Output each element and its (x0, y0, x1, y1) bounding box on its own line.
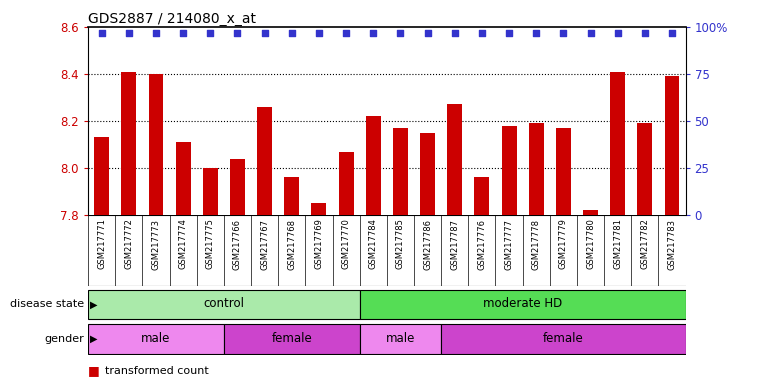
Point (503, 30, 516, 36)
FancyBboxPatch shape (88, 290, 360, 319)
Bar (420, 133, 435, 215)
Point (286, 30, 298, 36)
Point (666, 30, 678, 36)
Text: GSM217778: GSM217778 (532, 218, 541, 270)
Point (421, 30, 434, 36)
Point (123, 30, 135, 36)
Text: GSM217771: GSM217771 (97, 218, 106, 270)
Text: GSM217777: GSM217777 (505, 218, 513, 270)
Text: male: male (141, 332, 171, 345)
Bar (203, 168, 218, 215)
Text: GSM217766: GSM217766 (233, 218, 242, 270)
Text: transformed count: transformed count (105, 366, 208, 376)
Point (639, 30, 651, 36)
Bar (149, 74, 163, 215)
Point (530, 30, 542, 36)
Point (476, 30, 488, 36)
Text: GSM217769: GSM217769 (314, 218, 323, 270)
Text: ▶: ▶ (90, 299, 97, 310)
Point (611, 30, 624, 36)
Bar (366, 116, 381, 215)
Text: GSM217768: GSM217768 (287, 218, 296, 270)
Bar (339, 152, 354, 215)
Text: moderate HD: moderate HD (483, 297, 562, 310)
Text: GSM217784: GSM217784 (368, 218, 378, 270)
Bar (502, 126, 516, 215)
Point (557, 30, 569, 36)
Text: disease state: disease state (10, 299, 84, 310)
Bar (393, 128, 408, 215)
Text: GSM217776: GSM217776 (477, 218, 486, 270)
Text: GSM217772: GSM217772 (124, 218, 133, 270)
Text: GSM217785: GSM217785 (396, 218, 405, 270)
Text: GSM217767: GSM217767 (260, 218, 269, 270)
Bar (312, 203, 326, 215)
Text: GSM217773: GSM217773 (152, 218, 161, 270)
Point (205, 30, 217, 36)
Text: GSM217781: GSM217781 (613, 218, 622, 270)
Text: GDS2887 / 214080_x_at: GDS2887 / 214080_x_at (88, 12, 256, 26)
Point (258, 30, 270, 36)
Bar (257, 107, 272, 215)
Bar (175, 142, 191, 215)
FancyBboxPatch shape (88, 324, 224, 354)
Text: ▶: ▶ (90, 334, 97, 344)
Bar (637, 123, 653, 215)
Bar (529, 123, 544, 215)
Bar (556, 128, 571, 215)
Bar (121, 71, 136, 215)
Text: GSM217783: GSM217783 (667, 218, 676, 270)
Text: GSM217774: GSM217774 (178, 218, 188, 270)
Bar (447, 104, 462, 215)
Point (394, 30, 407, 36)
Point (340, 30, 352, 36)
Bar (230, 159, 245, 215)
Text: female: female (271, 332, 313, 345)
Bar (94, 137, 109, 215)
Text: ■: ■ (88, 364, 100, 377)
Text: GSM217770: GSM217770 (342, 218, 351, 270)
Bar (583, 210, 598, 215)
FancyBboxPatch shape (441, 324, 686, 354)
FancyBboxPatch shape (360, 290, 686, 319)
Text: control: control (204, 297, 244, 310)
Text: gender: gender (44, 334, 84, 344)
Point (367, 30, 379, 36)
Text: male: male (386, 332, 415, 345)
Text: GSM217782: GSM217782 (640, 218, 650, 270)
FancyBboxPatch shape (360, 324, 441, 354)
Text: female: female (543, 332, 584, 345)
Point (177, 30, 189, 36)
Point (231, 30, 244, 36)
Text: GSM217779: GSM217779 (559, 218, 568, 270)
Point (449, 30, 461, 36)
Bar (474, 177, 489, 215)
Text: GSM217775: GSM217775 (206, 218, 214, 270)
Text: GSM217787: GSM217787 (450, 218, 460, 270)
Bar (611, 71, 625, 215)
FancyBboxPatch shape (224, 324, 360, 354)
Bar (284, 177, 300, 215)
Bar (665, 76, 679, 215)
Text: GSM217780: GSM217780 (586, 218, 595, 270)
Text: GSM217786: GSM217786 (423, 218, 432, 270)
Point (150, 30, 162, 36)
Point (313, 30, 325, 36)
Point (584, 30, 597, 36)
Point (96, 30, 108, 36)
